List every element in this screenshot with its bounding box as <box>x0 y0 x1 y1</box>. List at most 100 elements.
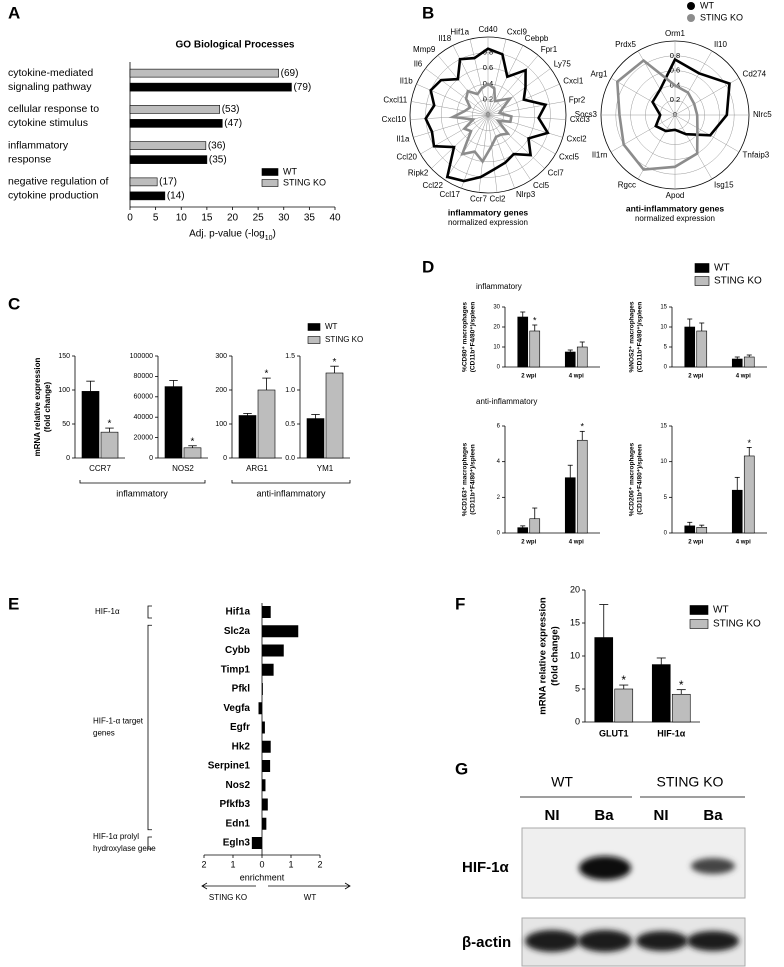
chart-subtitle: normalized expression <box>448 218 528 227</box>
y-tick-label: signaling pathway <box>8 81 92 93</box>
blot-group: STING KO <box>657 774 724 790</box>
bar <box>564 351 576 368</box>
bar <box>258 702 262 715</box>
axis-label: Nlrp3 <box>516 190 536 199</box>
y-tick-label: 100 <box>215 421 227 428</box>
x-tick-label: 2 wpi <box>521 540 536 546</box>
y-tick-label: 50 <box>62 421 70 428</box>
count-label: (69) <box>281 68 299 79</box>
spoke <box>487 114 498 193</box>
y-axis-label: (CD11b⁺F4/80⁺)/spleen <box>470 302 477 372</box>
row-label: HIF-1α <box>462 859 510 876</box>
bar <box>81 391 100 459</box>
axis-label: Ccl20 <box>397 153 418 162</box>
axis-label: Il1b <box>400 76 413 85</box>
x-tick-label: 25 <box>253 213 265 224</box>
panel-label: F <box>455 594 465 613</box>
spoke <box>487 114 515 189</box>
y-tick-label: 0 <box>149 455 153 462</box>
spoke <box>452 45 489 116</box>
bar <box>684 326 696 368</box>
y-tick-label: cytokine stimulus <box>8 117 88 129</box>
axis-label: Cd274 <box>743 70 767 79</box>
significance-mark: * <box>533 315 537 325</box>
y-tick-label: Slc2a <box>224 626 251 637</box>
bar <box>731 358 743 368</box>
axis-label: Cxcl10 <box>382 115 407 124</box>
bar <box>262 721 265 734</box>
y-tick-label: 100000 <box>130 353 153 360</box>
x-tick-label: 2 <box>317 859 322 869</box>
spoke <box>610 77 676 116</box>
axis-label: Cxcl1 <box>563 76 584 85</box>
bar <box>517 316 529 368</box>
bar <box>129 141 207 150</box>
panel-label: E <box>8 594 19 613</box>
spoke <box>674 50 713 116</box>
bar <box>262 644 284 657</box>
axis-label: Cd40 <box>478 25 498 34</box>
bar <box>183 447 202 459</box>
y-tick-label: 150 <box>58 353 70 360</box>
bar <box>696 526 708 534</box>
legend-swatch <box>694 276 710 286</box>
axis-label: Isg15 <box>714 180 734 189</box>
bar <box>262 760 271 772</box>
spoke <box>487 114 532 181</box>
x-tick-label: 20 <box>227 213 239 224</box>
x-tick-label: 15 <box>201 213 213 224</box>
panel-label: G <box>455 759 468 778</box>
bar <box>129 105 220 114</box>
radar-line <box>651 57 731 137</box>
significance-mark: * <box>191 436 195 447</box>
panel-label: D <box>422 257 434 276</box>
axis-label: Il18 <box>438 34 451 43</box>
y-axis-label: %NOS2⁺ macrophages <box>629 301 636 372</box>
y-axis-label: %CD163⁺ macrophages <box>462 442 469 516</box>
y-axis-label: (CD11b⁺F4/80⁺)/spleen <box>470 444 477 514</box>
row-label: β-actin <box>462 934 511 951</box>
panel-label: C <box>8 294 20 313</box>
bar <box>614 688 634 723</box>
bar <box>129 68 279 78</box>
band <box>525 930 579 952</box>
bar <box>129 177 158 187</box>
y-tick-label: Edn1 <box>226 818 251 829</box>
x-tick-label: NOS2 <box>172 464 194 473</box>
y-tick-label: 300 <box>215 353 227 360</box>
spoke <box>437 55 489 116</box>
axis-label: Arg1 <box>591 70 608 79</box>
chart-title: inflammatory genes <box>448 207 529 217</box>
y-tick-label: Serpine1 <box>208 761 251 772</box>
spoke <box>444 114 489 181</box>
y-tick-label: 30 <box>493 305 500 311</box>
y-tick-label: 20 <box>493 325 500 331</box>
group-label: genes <box>93 729 115 738</box>
spoke <box>425 68 489 116</box>
x-tick-label: 1 <box>288 859 293 869</box>
axis-label: Nlrc5 <box>753 110 772 119</box>
legend-label: STING KO <box>700 12 743 22</box>
y-tick-label: 0 <box>575 716 580 726</box>
section-label: anti-inflammatory <box>476 397 537 406</box>
axis-label: Apod <box>666 191 685 200</box>
x-tick-label: 4 wpi <box>569 540 584 546</box>
band <box>636 931 688 951</box>
axis-label: Ccl17 <box>440 190 461 199</box>
legend-label: STING KO <box>325 335 363 344</box>
legend-swatch <box>694 263 710 273</box>
y-tick-label: 0 <box>497 531 501 537</box>
chart-title: GO Biological Processes <box>176 40 295 51</box>
axis-label: Cxcl11 <box>383 95 407 104</box>
count-label: (36) <box>208 140 226 151</box>
y-tick-label: cellular response to <box>8 103 99 115</box>
count-label: (17) <box>159 177 177 188</box>
legend-label: STING KO <box>713 619 761 630</box>
bar <box>671 693 691 723</box>
bar <box>251 837 262 849</box>
axis-label: Ccl5 <box>533 181 550 190</box>
band <box>578 930 632 952</box>
y-tick-label: 10 <box>493 345 500 351</box>
bar <box>262 606 271 618</box>
axis-label: Ccr7 <box>470 195 487 204</box>
